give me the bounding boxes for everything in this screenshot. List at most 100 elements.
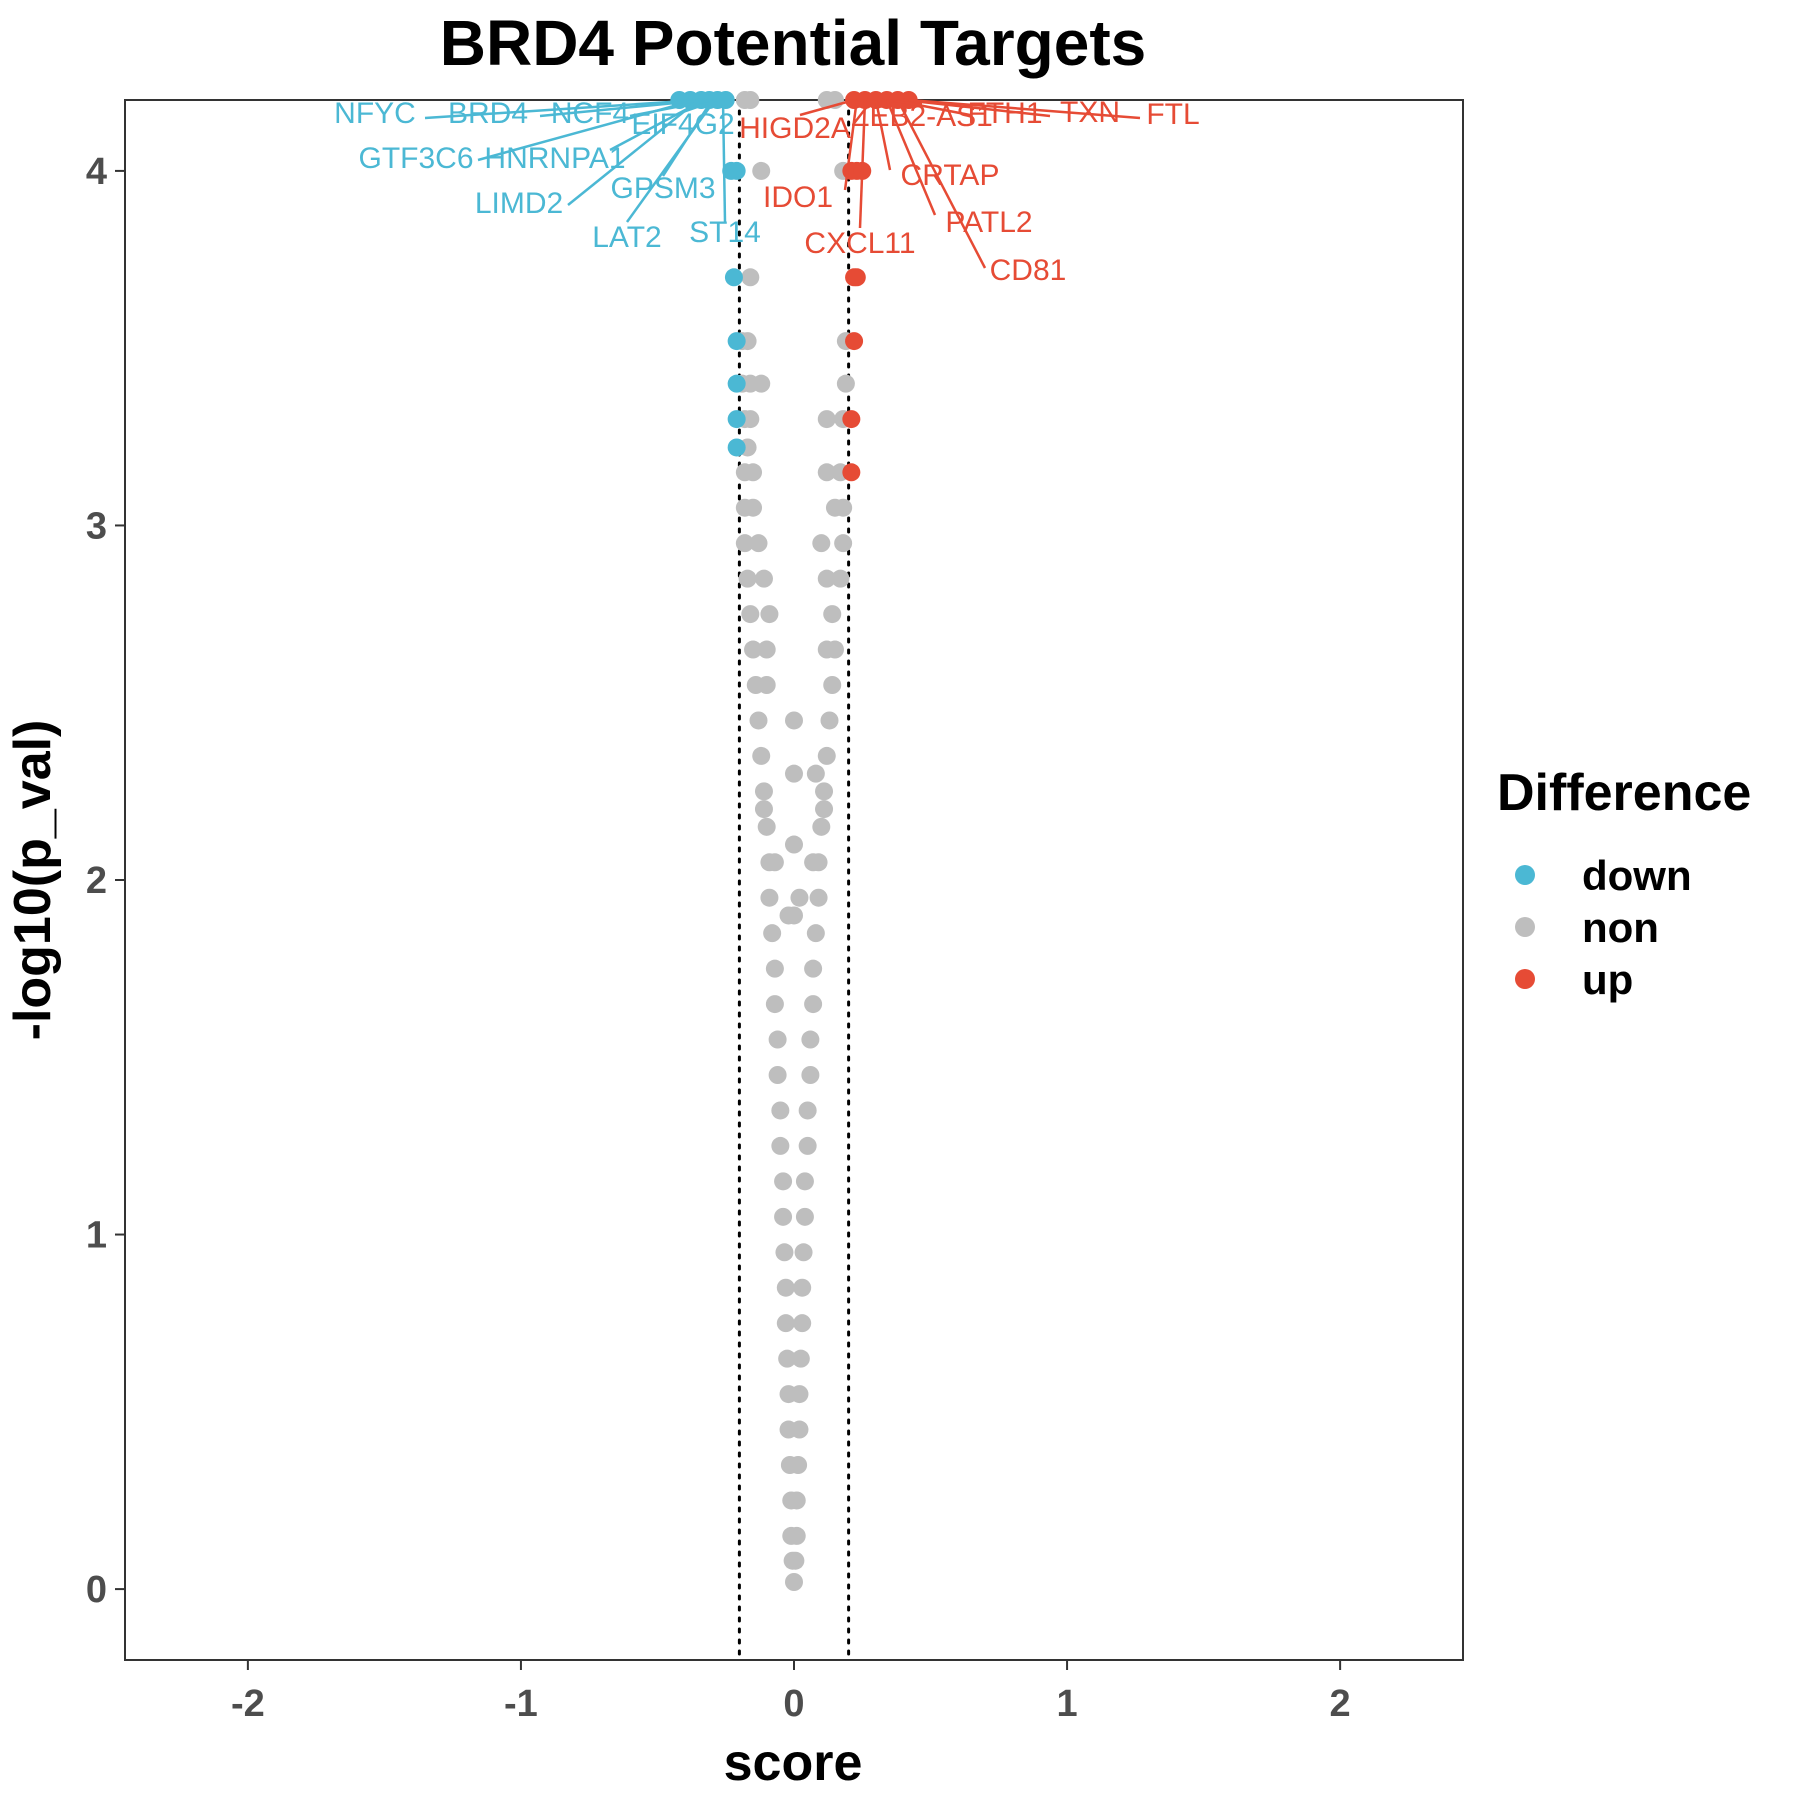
legend-label-down: down — [1582, 852, 1692, 899]
y-tick-label: 4 — [86, 151, 107, 193]
data-point-non — [771, 1136, 790, 1155]
gene-label: CXCL11 — [804, 227, 915, 260]
label-leader-line — [885, 99, 937, 216]
threshold-lines — [737, 98, 851, 1662]
y-tick-label: 2 — [86, 860, 107, 902]
data-point-non — [804, 995, 823, 1014]
legend-key-non — [1515, 917, 1535, 937]
data-point-non — [768, 1066, 787, 1084]
data-point-non — [834, 498, 853, 517]
axes: -2 -1 0 1 2 0 1 2 3 4 — [86, 151, 1351, 1725]
data-point-non — [757, 817, 776, 836]
data-point-non — [790, 888, 809, 907]
x-tick-label: 1 — [1056, 1683, 1077, 1725]
data-point-non — [812, 534, 831, 553]
data-point-non — [765, 959, 784, 978]
gene-label: IDO1 — [763, 181, 833, 214]
data-point-non — [774, 1172, 793, 1191]
data-point-non — [785, 711, 803, 730]
data-point-non — [778, 1349, 797, 1368]
gene-label: GTF3C6 — [358, 142, 473, 175]
data-point-non — [804, 853, 823, 872]
gene-label: BRD4 — [448, 97, 528, 130]
label-leader-line — [567, 99, 700, 206]
label-leader-line — [896, 99, 987, 269]
data-point-non — [744, 640, 763, 659]
data-point-non — [760, 605, 779, 624]
data-point-up — [845, 332, 864, 351]
x-tick-label: 2 — [1330, 1683, 1351, 1725]
data-point-non — [754, 569, 773, 588]
data-point-non — [749, 711, 768, 730]
data-point-non — [741, 268, 760, 287]
gene-label: HNRNPA1 — [484, 142, 625, 175]
data-point-non — [744, 498, 763, 517]
data-point-up — [842, 463, 861, 482]
data-point-non — [754, 800, 773, 819]
data-point-non — [752, 374, 771, 393]
data-point-non — [741, 410, 760, 429]
data-point-non — [793, 1314, 812, 1333]
data-point-non — [760, 888, 779, 907]
label-leader-line — [874, 99, 892, 171]
data-point-non — [735, 534, 754, 553]
data-point-non — [741, 605, 760, 624]
data-point-down — [727, 332, 746, 351]
data-point-non — [820, 711, 839, 730]
data-point-non — [817, 746, 836, 765]
data-point-up — [847, 268, 866, 287]
data-point-non — [836, 374, 855, 393]
y-tick-label: 0 — [86, 1569, 107, 1611]
y-tick-label: 3 — [86, 505, 107, 547]
data-point-non — [738, 569, 757, 588]
data-point-non — [834, 534, 853, 553]
legend-key-up — [1515, 969, 1535, 989]
data-point-non — [744, 463, 763, 482]
data-point-non — [746, 676, 765, 694]
data-point-non — [757, 640, 776, 659]
label-leader-line — [908, 98, 1141, 120]
label-leader-line — [424, 98, 702, 120]
data-point-non — [795, 1172, 814, 1191]
x-axis-title: score — [724, 1734, 863, 1792]
data-point-non — [763, 924, 782, 943]
data-point-non — [823, 676, 842, 694]
data-point-non — [795, 1207, 814, 1226]
data-point-non — [771, 1101, 790, 1120]
data-point-non — [776, 1278, 795, 1297]
y-axis-title: -log10(p_val) — [4, 720, 62, 1041]
data-point-non — [779, 906, 798, 925]
label-leader-line — [625, 99, 716, 223]
data-point-down — [727, 438, 746, 457]
data-point-non — [752, 746, 771, 765]
data-point-down — [724, 268, 743, 287]
data-point-non — [801, 1030, 820, 1049]
data-point-non — [787, 1526, 806, 1545]
data-point-non — [787, 1491, 806, 1510]
gene-label: CRTAP — [901, 159, 1000, 192]
data-point-non — [790, 1420, 809, 1439]
data-point-non — [789, 1456, 808, 1474]
gene-label: CD81 — [990, 254, 1067, 287]
data-point-non — [785, 764, 803, 783]
data-point-non — [791, 1349, 810, 1368]
legend-label-up: up — [1582, 956, 1633, 1003]
label-leader-line — [539, 98, 707, 118]
gene-label: LAT2 — [592, 221, 661, 254]
data-point-non — [831, 569, 850, 588]
data-point-up — [842, 410, 861, 429]
data-point-non — [804, 959, 823, 978]
data-point-non — [817, 410, 836, 429]
label-leader-line — [799, 98, 855, 117]
data-point-non — [806, 764, 825, 783]
data-point-down — [716, 91, 735, 109]
legend: Difference down non up — [1497, 764, 1751, 1003]
data-point-non — [785, 835, 803, 854]
legend-items: down non up — [1515, 852, 1692, 1003]
data-point-non — [823, 605, 842, 624]
label-leader-line — [843, 99, 859, 191]
gene-label: ST14 — [689, 216, 761, 249]
data-point-non — [815, 782, 834, 801]
